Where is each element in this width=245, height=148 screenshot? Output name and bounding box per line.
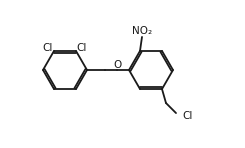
Text: Cl: Cl bbox=[183, 111, 193, 121]
Text: NO₂: NO₂ bbox=[132, 26, 152, 36]
Text: Cl: Cl bbox=[77, 43, 87, 53]
Text: O: O bbox=[113, 60, 121, 70]
Text: Cl: Cl bbox=[43, 43, 53, 53]
